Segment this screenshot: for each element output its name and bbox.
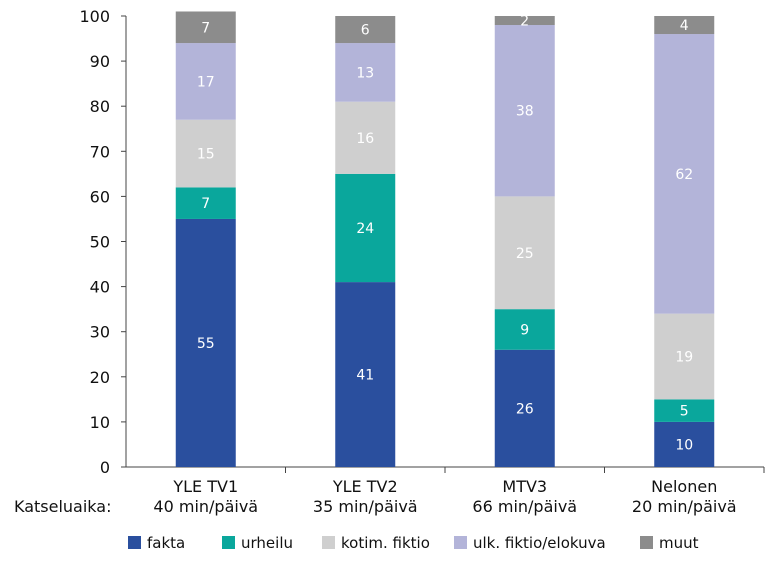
legend-label: urheilu [241,534,293,552]
x-category-sublabel: 35 min/päivä [313,497,418,516]
bar-segment-ulk-fiktio-elokuva [175,43,236,120]
legend-label: ulk. fiktio/elokuva [473,534,606,552]
legend-swatch [128,536,141,549]
data-label: 24 [356,221,374,237]
bar-segment-kotim-fiktio [335,101,396,174]
bar-segment-urheilu [335,173,396,283]
data-label: 19 [675,350,693,366]
data-label: 5 [680,404,689,420]
data-label: 55 [197,336,215,352]
legend-swatch [640,536,653,549]
data-label: 4 [680,18,689,34]
bar-segment-urheilu [494,309,555,350]
bar-segment-fakta [654,421,715,467]
data-label: 9 [520,322,529,338]
data-label: 2 [520,14,529,30]
bar-segment-fakta [175,218,236,467]
bar-segment-kotim-fiktio [654,313,715,400]
legend-label: fakta [147,534,185,552]
bar-segment-muut [335,16,396,44]
row-label: Katseluaika: [14,497,111,516]
data-label: 13 [356,65,374,81]
y-tick-label: 80 [90,97,110,116]
data-label: 62 [675,167,693,183]
bar-segment-ulk-fiktio-elokuva [335,43,396,102]
data-label: 17 [197,74,215,90]
y-tick-label: 70 [90,142,110,161]
x-category-label: YLE TV1 [172,477,238,496]
data-label: 41 [356,368,374,384]
bar-segment-kotim-fiktio [494,196,555,310]
data-label: 26 [516,401,534,417]
data-label: 38 [516,104,534,120]
bar-segment-fakta [494,349,555,467]
axes: 0 10 20 30 40 50 60 70 80 90 100 [79,7,765,477]
bar-segment-kotim-fiktio [175,119,236,188]
bar-segment-muut [494,16,555,26]
y-tick-label: 40 [90,278,110,297]
legend-swatch [322,536,335,549]
data-label: 25 [516,246,534,262]
bar-segment-ulk-fiktio-elokuva [654,34,715,314]
y-tick-label: 50 [90,233,110,252]
data-label: 16 [356,131,374,147]
bar-segment-ulk-fiktio-elokuva [494,25,555,197]
data-labels: 55 7 15 17 7 41 24 16 13 6 26 9 25 38 2 10 5 19 62 4 [197,14,693,454]
y-tick-label: 30 [90,323,110,342]
data-label: 7 [201,20,210,36]
y-tick-label: 0 [100,458,110,477]
x-category-sublabel: 20 min/päivä [632,497,737,516]
x-category-label: Nelonen [651,477,717,496]
data-label: 7 [201,196,210,212]
y-tick-label: 90 [90,52,110,71]
legend-swatch [454,536,467,549]
y-tick-label: 60 [90,187,110,206]
bar-segment-muut [654,16,715,35]
y-tick-label: 20 [90,368,110,387]
bar-segment-urheilu [175,187,236,219]
legend-swatch [222,536,235,549]
x-category-sublabel: 66 min/päivä [472,497,577,516]
data-label: 15 [197,147,215,163]
x-category-sublabel: 40 min/päivä [153,497,258,516]
bar-segment-urheilu [654,399,715,422]
legend-label: muut [659,534,699,552]
x-category-label: YLE TV2 [332,477,398,496]
bar-segment-muut [175,11,236,44]
legend: fakta urheilu kotim. fiktio ulk. fiktio/elo… [128,534,699,552]
data-label: 10 [675,437,693,453]
x-category-label: MTV3 [502,477,547,496]
legend-label: kotim. fiktio [341,534,430,552]
bar-segment-fakta [335,282,396,467]
bars [175,11,715,467]
y-tick-label: 100 [79,7,110,26]
y-tick-label: 10 [90,413,110,432]
data-label: 6 [361,23,370,39]
